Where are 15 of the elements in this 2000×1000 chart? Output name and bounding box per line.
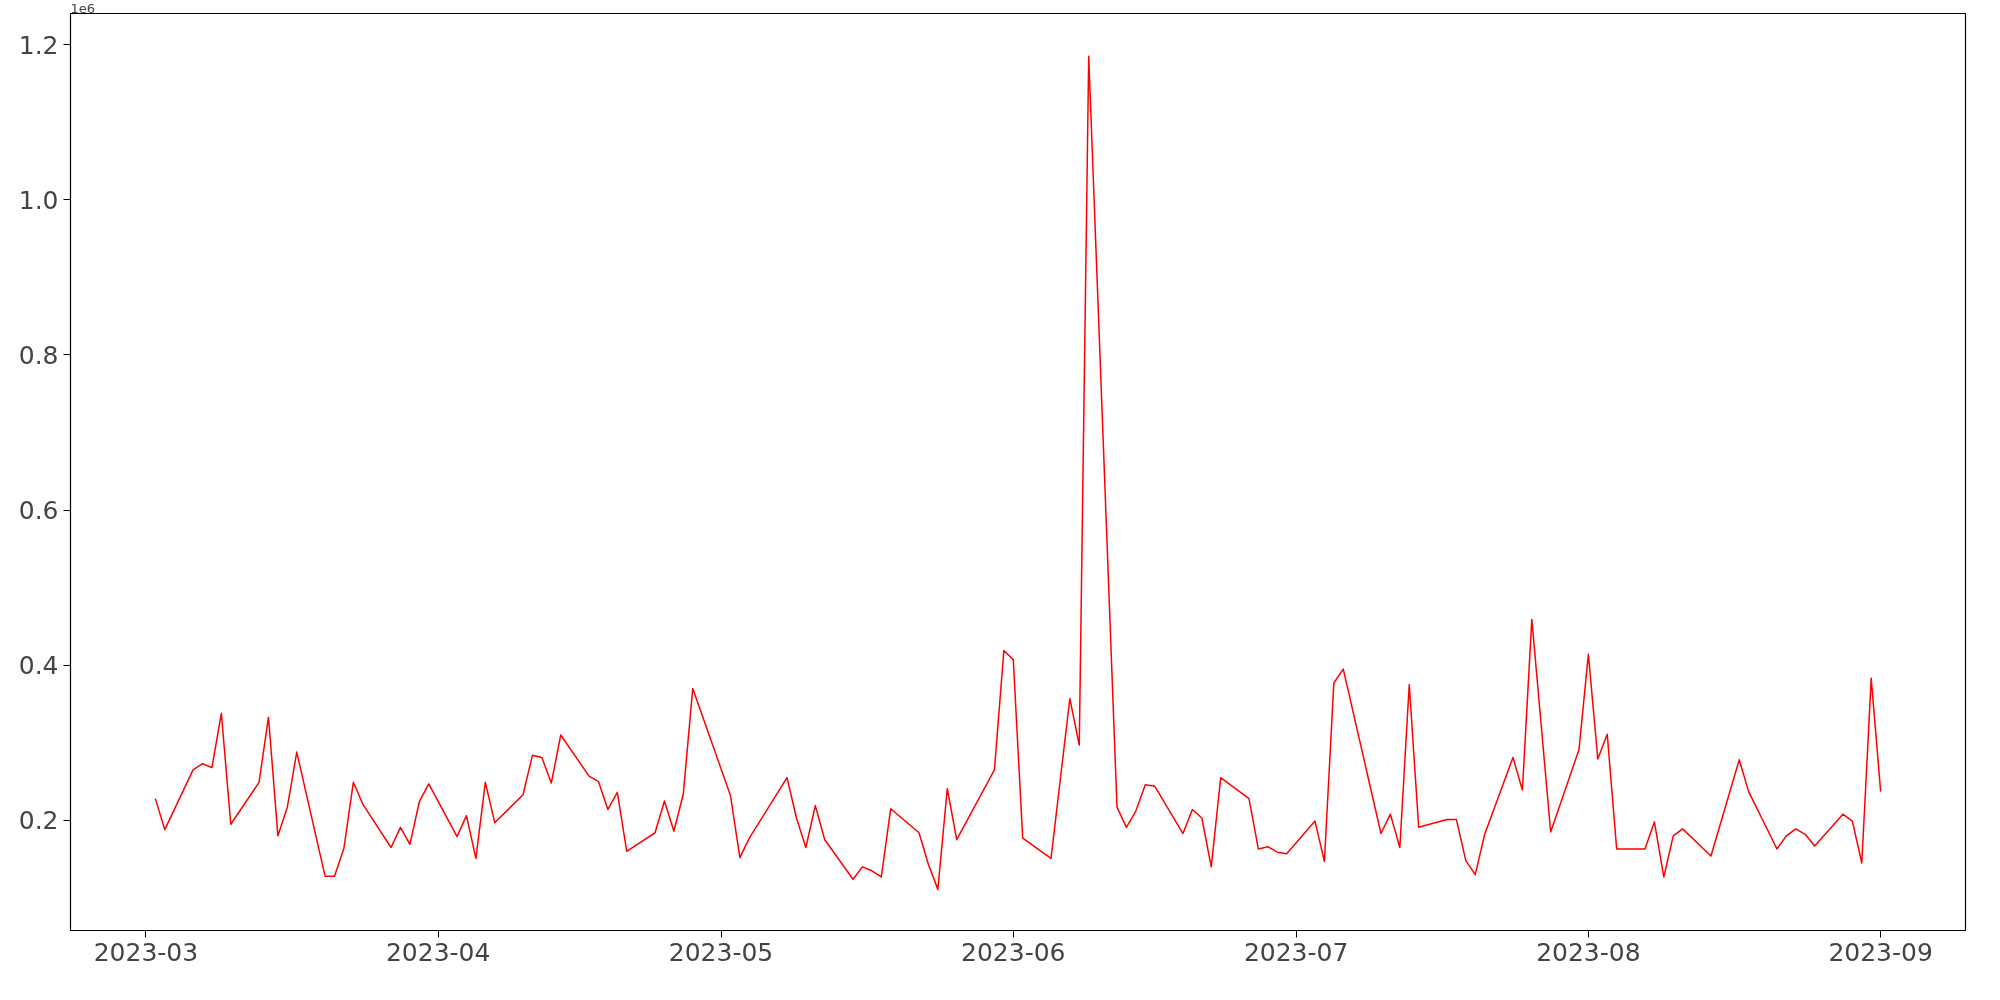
x-tick-label: 2023-04 [385, 937, 491, 967]
x-tick-label: 2023-07 [1243, 937, 1349, 967]
y-tick-label: 0.2 [18, 806, 59, 836]
y-tick-label: 0.8 [18, 340, 59, 370]
y-tick-label: 1.0 [18, 185, 59, 215]
x-tick-label: 2023-09 [1828, 937, 1933, 967]
x-tick-label: 2023-05 [668, 937, 774, 967]
x-tick-label: 2023-08 [1536, 937, 1641, 967]
y-tick-label: 1.2 [18, 30, 59, 60]
x-tick-label: 2023-03 [93, 937, 199, 967]
y-tick-label: 0.6 [18, 496, 59, 526]
x-tick-label: 2023-06 [961, 937, 1066, 967]
annotation: 1e6 [70, 0, 96, 16]
line-series [154, 55, 1882, 891]
y-tick-label: 0.4 [18, 651, 59, 681]
